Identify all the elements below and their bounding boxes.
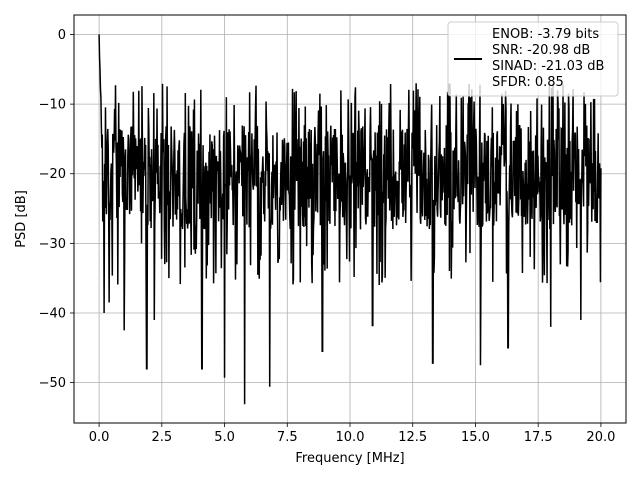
x-tick-label: 7.5: [277, 430, 298, 445]
y-tick-label: −30: [39, 237, 66, 252]
x-tick-label: 17.5: [524, 430, 553, 445]
y-tick-label: −50: [39, 376, 66, 391]
y-tick-label: −40: [39, 306, 66, 321]
x-tick-label: 5.0: [214, 430, 235, 445]
x-axis-label: Frequency [MHz]: [295, 451, 404, 466]
legend-text: ENOB: -3.79 bits SNR: -20.98 dB SINAD: -…: [492, 27, 609, 90]
ticks: 0.0 2.5 5.0 7.5 10.0 12.5 15.0 17.5 20.0 0 −10 −20 −…: [39, 28, 616, 445]
y-axis-label: PSD [dB]: [14, 190, 29, 248]
legend-line-enob: ENOB: -3.79 bits: [492, 27, 599, 42]
legend-line-sinad: SINAD: -21.03 dB: [492, 59, 604, 74]
x-tick-label: 12.5: [398, 430, 427, 445]
x-tick-label: 0.0: [89, 430, 110, 445]
x-tick-label: 20.0: [586, 430, 615, 445]
y-tick-label: 0: [58, 28, 66, 43]
x-tick-label: 2.5: [151, 430, 172, 445]
legend-box: [447, 21, 619, 97]
legend-line-sfdr: SFDR: 0.85: [492, 75, 564, 90]
y-tick-label: −20: [39, 167, 66, 182]
series-layer: [98, 34, 602, 405]
legend: ENOB: -3.79 bits SNR: -20.98 dB SINAD: -…: [447, 21, 619, 97]
x-tick-label: 10.0: [336, 430, 365, 445]
x-tick-label: 15.0: [461, 430, 490, 445]
legend-line-snr: SNR: -20.98 dB: [492, 43, 590, 58]
psd-series-line: [98, 34, 602, 405]
y-tick-label: −10: [39, 98, 66, 113]
